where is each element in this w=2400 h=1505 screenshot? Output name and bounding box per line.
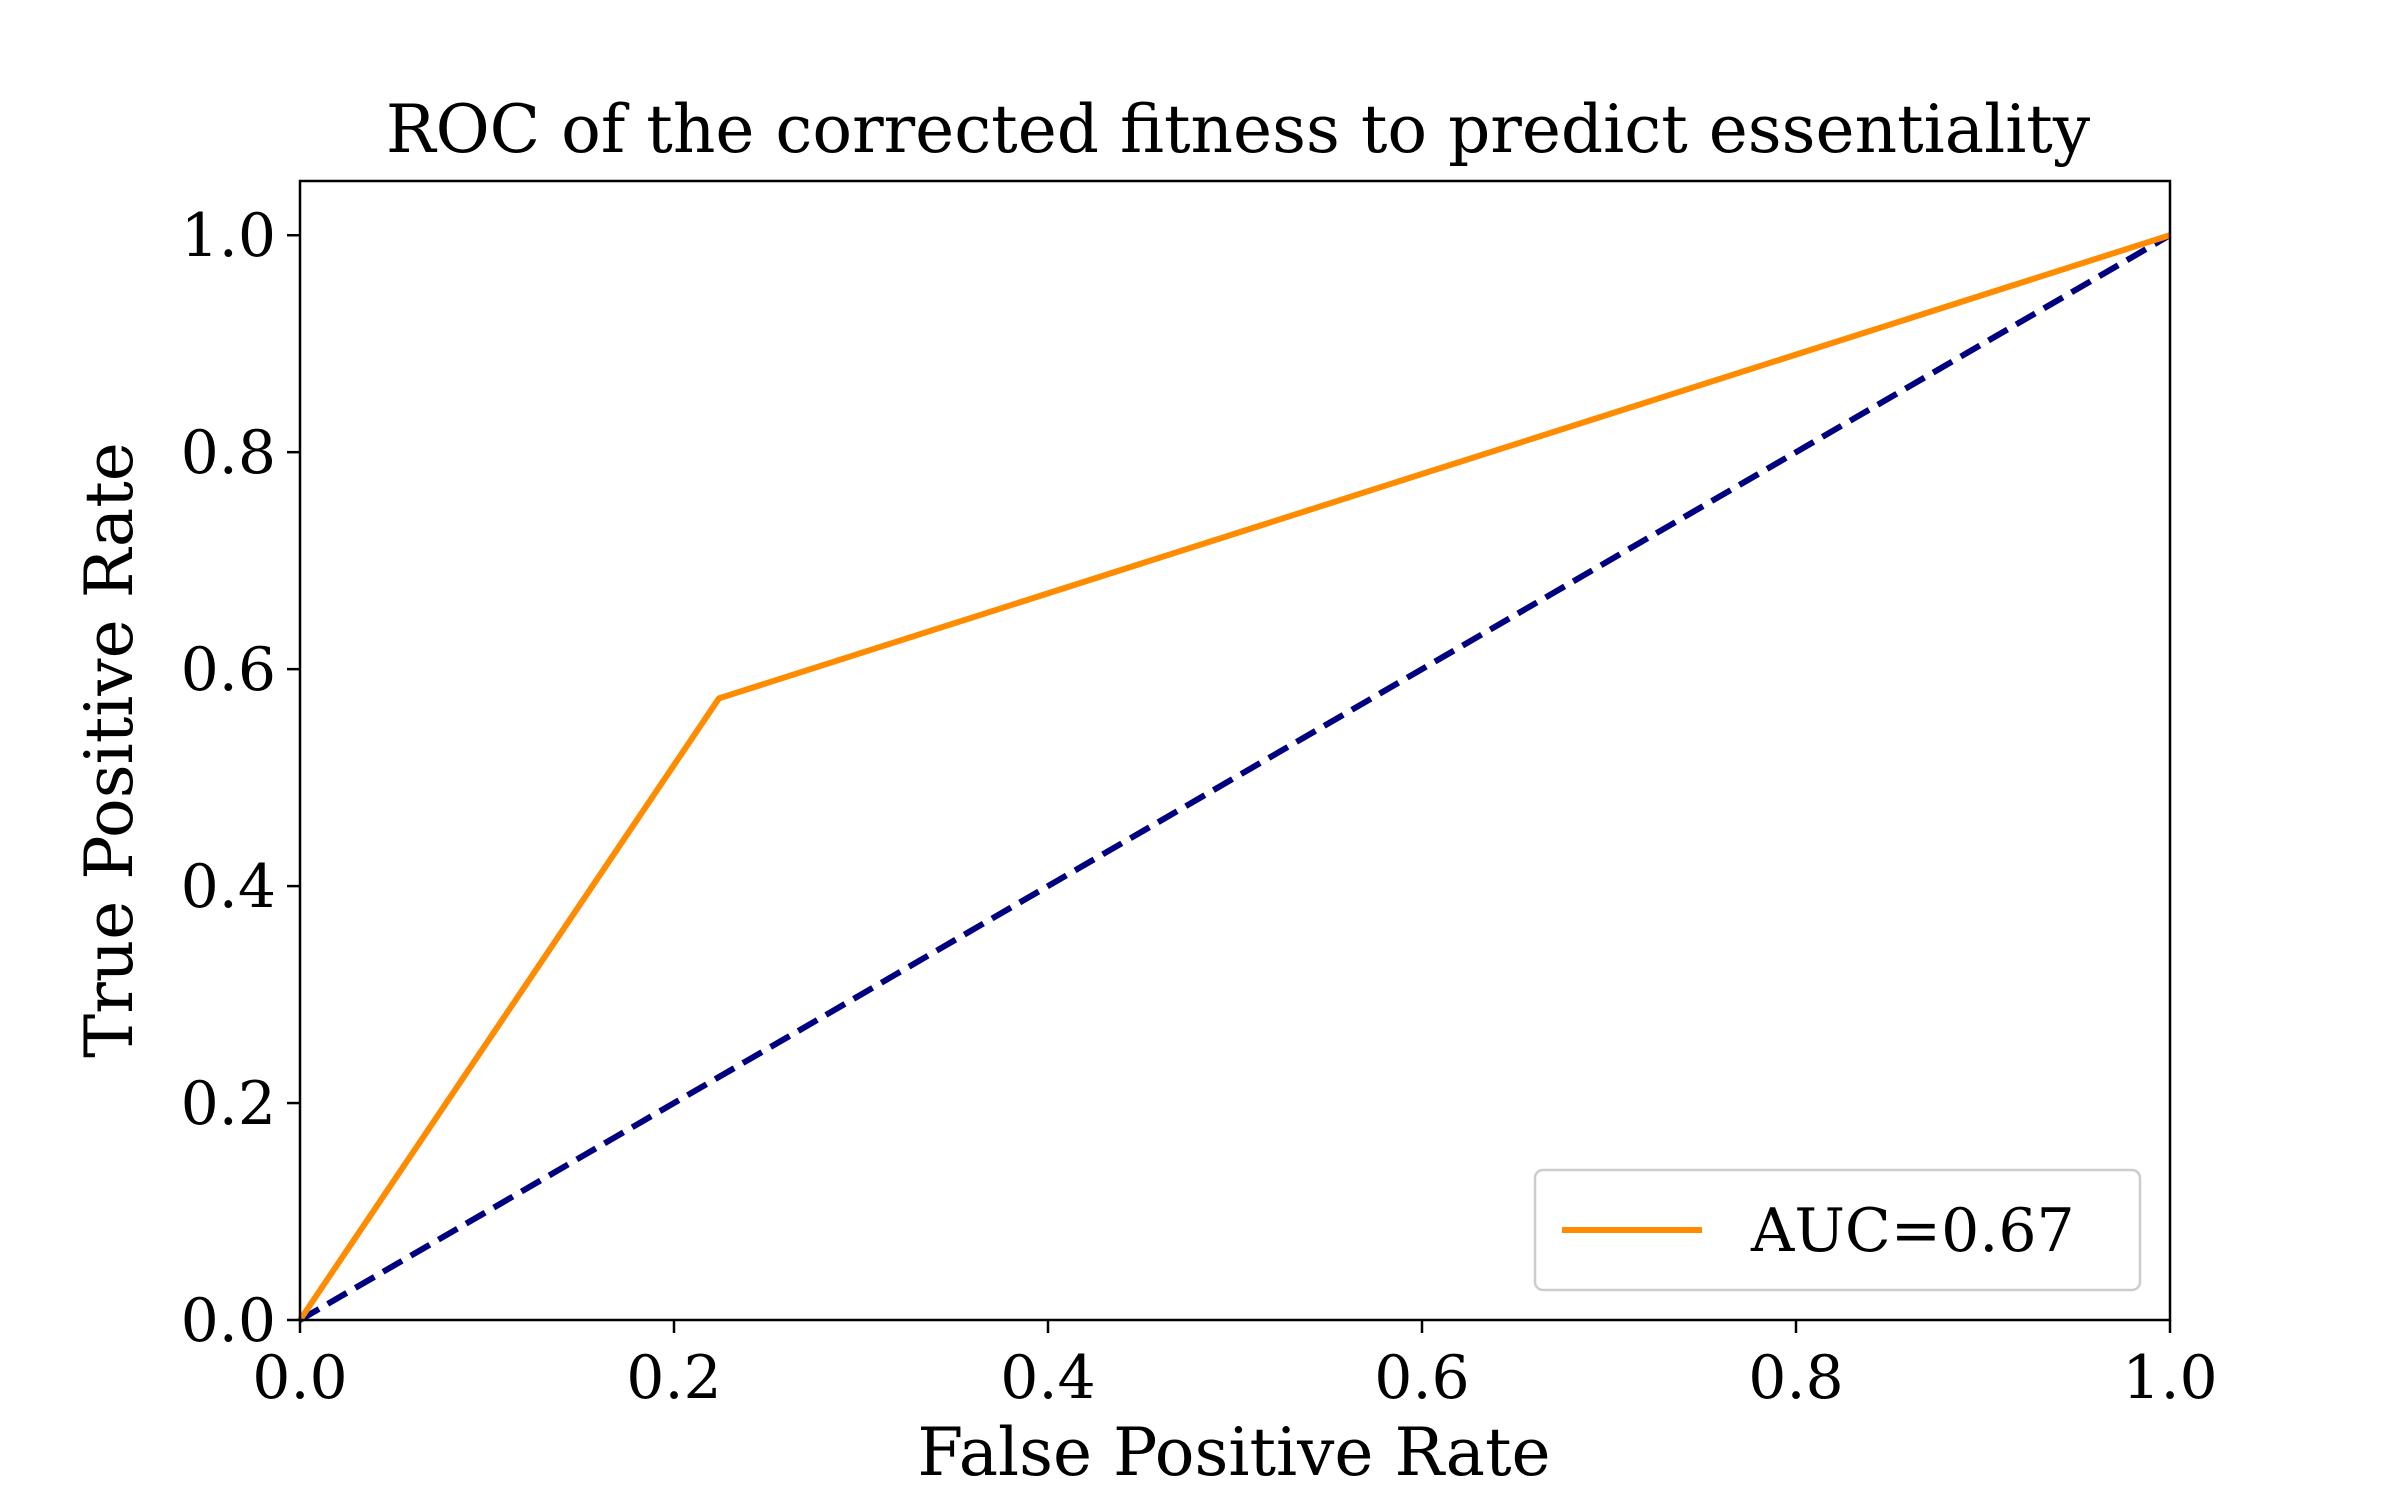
x-tick-label: 1.0 xyxy=(2122,1343,2217,1413)
plot-area xyxy=(297,179,2172,1323)
x-tick-label: 0.0 xyxy=(252,1343,347,1413)
x-axis-label: False Positive Rate xyxy=(917,1414,1550,1491)
legend-box xyxy=(1533,1168,2142,1292)
legend: AUC=0.67 xyxy=(1533,1168,2142,1292)
y-axis-label: True Positive Rate xyxy=(71,442,148,1058)
y-axis-ticks: 0.0 0.2 0.4 0.6 0.8 1.0 xyxy=(181,201,300,1356)
x-tick-label: 0.4 xyxy=(1000,1343,1095,1413)
x-axis-ticks: 0.0 0.2 0.4 0.6 0.8 1.0 xyxy=(252,1320,2218,1413)
y-tick-label: 0.2 xyxy=(181,1069,276,1139)
roc-curve-line xyxy=(297,232,2171,1322)
plot-frame xyxy=(298,179,2172,1322)
legend-label: AUC=0.67 xyxy=(1750,1196,2075,1266)
chance-diagonal-line xyxy=(298,232,2172,1323)
x-tick-label: 0.6 xyxy=(1374,1343,1469,1413)
y-tick-label: 0.0 xyxy=(181,1286,276,1356)
y-tick-label: 0.4 xyxy=(181,852,276,922)
y-tick-label: 0.6 xyxy=(181,635,276,705)
x-tick-label: 0.8 xyxy=(1748,1343,1843,1413)
chart-title: ROC of the corrected fitness to predict … xyxy=(386,91,2091,168)
x-tick-label: 0.2 xyxy=(626,1343,721,1413)
y-tick-label: 0.8 xyxy=(181,418,276,488)
y-tick-label: 1.0 xyxy=(181,201,276,271)
